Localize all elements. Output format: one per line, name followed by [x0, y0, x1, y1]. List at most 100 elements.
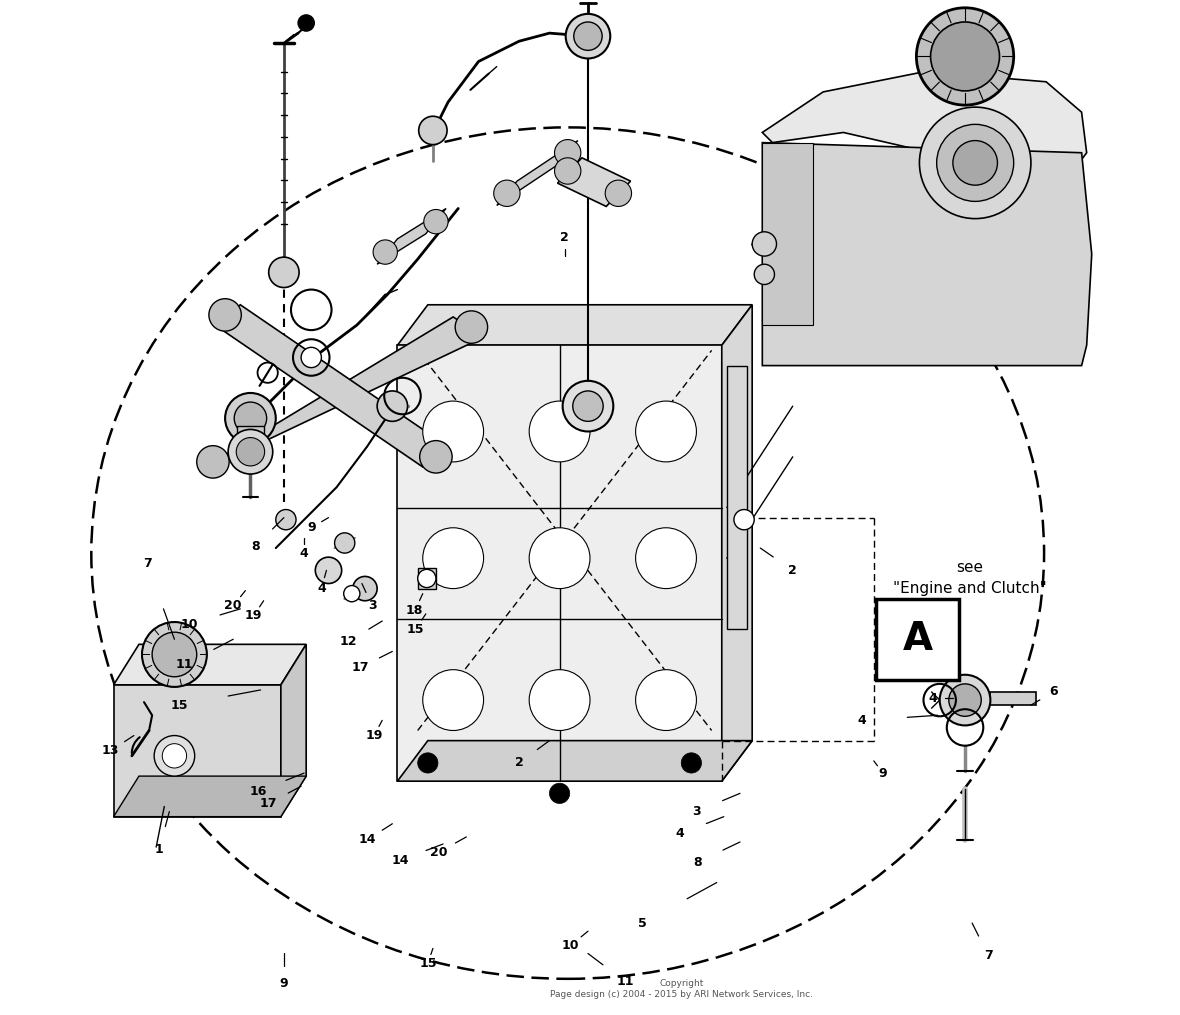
Circle shape — [209, 298, 242, 331]
Bar — [876, 599, 959, 680]
Polygon shape — [722, 304, 752, 782]
Circle shape — [734, 510, 754, 530]
Circle shape — [953, 140, 997, 185]
Text: 10: 10 — [562, 939, 579, 952]
Text: 17: 17 — [352, 661, 368, 674]
Text: 13: 13 — [101, 744, 119, 757]
Text: 15: 15 — [171, 698, 189, 712]
Circle shape — [565, 14, 610, 59]
Text: 15: 15 — [407, 622, 425, 635]
Polygon shape — [418, 568, 435, 589]
Circle shape — [378, 391, 407, 421]
Text: 2: 2 — [560, 231, 569, 245]
Circle shape — [550, 784, 570, 804]
Circle shape — [418, 569, 435, 588]
Text: 6: 6 — [1049, 685, 1057, 698]
Text: 3: 3 — [693, 805, 701, 818]
Circle shape — [236, 437, 264, 466]
Polygon shape — [199, 317, 484, 472]
Circle shape — [555, 139, 581, 165]
Text: 12: 12 — [340, 634, 358, 648]
Circle shape — [529, 670, 590, 731]
Text: 14: 14 — [359, 833, 375, 847]
Circle shape — [152, 632, 197, 677]
Circle shape — [276, 510, 296, 530]
Polygon shape — [215, 304, 448, 467]
Circle shape — [636, 528, 696, 589]
Circle shape — [555, 157, 581, 184]
Circle shape — [422, 528, 484, 589]
Circle shape — [754, 264, 774, 284]
Text: see
"Engine and Clutch": see "Engine and Clutch" — [893, 560, 1047, 597]
Circle shape — [299, 15, 314, 31]
Text: 2: 2 — [788, 564, 798, 577]
Circle shape — [315, 557, 342, 584]
Polygon shape — [762, 72, 1087, 173]
Polygon shape — [762, 142, 813, 325]
Circle shape — [301, 347, 321, 367]
Circle shape — [418, 753, 438, 773]
Circle shape — [752, 231, 776, 256]
Circle shape — [420, 441, 452, 473]
Polygon shape — [398, 741, 752, 782]
Polygon shape — [398, 304, 752, 345]
Circle shape — [572, 391, 603, 421]
Polygon shape — [497, 140, 578, 205]
Polygon shape — [237, 426, 263, 449]
Text: 5: 5 — [638, 917, 647, 930]
Circle shape — [234, 402, 267, 434]
Text: ARI PartStream™: ARI PartStream™ — [503, 544, 657, 562]
Text: 14: 14 — [392, 854, 409, 867]
Text: 20: 20 — [224, 599, 242, 612]
Circle shape — [636, 401, 696, 462]
Text: 20: 20 — [431, 845, 447, 859]
Polygon shape — [113, 776, 306, 817]
Text: Copyright
Page design (c) 2004 - 2015 by ARI Network Services, Inc.: Copyright Page design (c) 2004 - 2015 by… — [550, 979, 813, 999]
Text: 4: 4 — [300, 547, 308, 559]
Text: 7: 7 — [143, 557, 151, 569]
Polygon shape — [398, 345, 722, 782]
Circle shape — [681, 753, 701, 773]
Circle shape — [163, 744, 186, 768]
Text: 4: 4 — [929, 691, 937, 704]
Text: 9: 9 — [307, 522, 315, 534]
Circle shape — [949, 684, 982, 717]
Circle shape — [573, 22, 602, 51]
Text: 3: 3 — [368, 599, 376, 612]
Text: A: A — [903, 620, 932, 659]
Text: 9: 9 — [879, 766, 887, 780]
Text: 4: 4 — [676, 827, 684, 840]
Circle shape — [422, 401, 484, 462]
Circle shape — [937, 125, 1014, 201]
Circle shape — [493, 180, 520, 206]
Circle shape — [197, 446, 229, 478]
Circle shape — [455, 311, 487, 343]
Polygon shape — [990, 692, 1036, 705]
Circle shape — [939, 675, 990, 726]
Text: 2: 2 — [514, 756, 524, 769]
Text: 4: 4 — [858, 714, 866, 727]
Circle shape — [269, 257, 299, 287]
Text: 8: 8 — [251, 540, 260, 552]
Text: 17: 17 — [260, 797, 277, 810]
Circle shape — [424, 209, 448, 233]
Polygon shape — [113, 645, 306, 685]
Text: 19: 19 — [244, 609, 262, 622]
Circle shape — [225, 393, 276, 444]
Text: 9: 9 — [280, 977, 288, 991]
Circle shape — [228, 429, 273, 474]
Circle shape — [563, 381, 614, 431]
Text: 1: 1 — [155, 842, 164, 856]
Circle shape — [931, 22, 999, 91]
Circle shape — [373, 240, 398, 264]
Circle shape — [529, 528, 590, 589]
Text: 11: 11 — [176, 658, 194, 671]
Circle shape — [419, 117, 447, 144]
Polygon shape — [727, 365, 747, 629]
Text: 16: 16 — [250, 785, 267, 798]
Circle shape — [353, 577, 378, 601]
Circle shape — [155, 736, 195, 776]
Polygon shape — [378, 208, 446, 264]
Text: 11: 11 — [617, 975, 634, 989]
Text: 18: 18 — [406, 604, 424, 617]
